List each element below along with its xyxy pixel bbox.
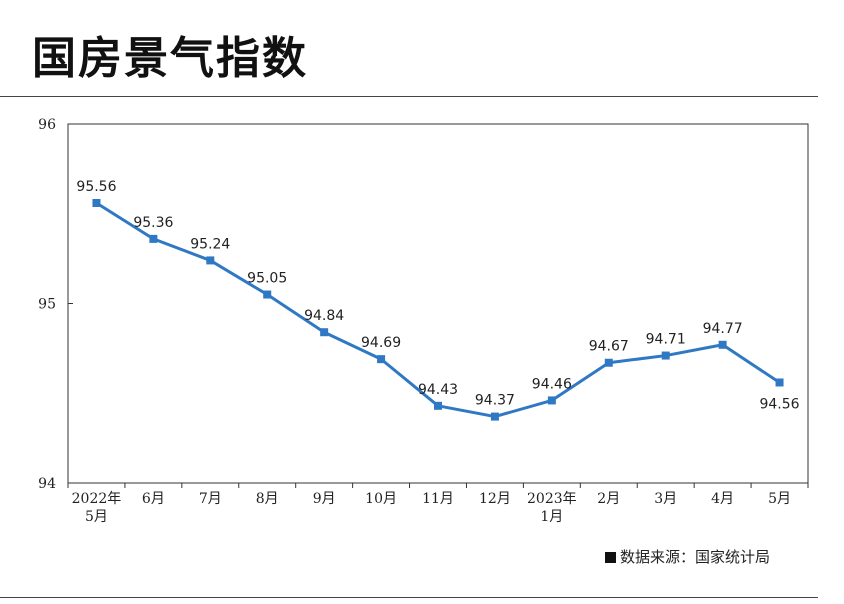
x-tick-label: 8月 xyxy=(256,491,279,507)
x-tick-label: 5月 xyxy=(768,491,791,507)
data-point xyxy=(206,256,215,265)
y-tick-label: 96 xyxy=(38,117,56,133)
data-point xyxy=(718,340,727,349)
x-tick-label: 2月 xyxy=(597,491,620,507)
data-source: 数据来源：国家统计局 xyxy=(605,546,770,567)
x-tick-label: 2022年 5月 xyxy=(72,491,122,525)
data-label: 94.43 xyxy=(418,382,458,398)
data-label: 95.24 xyxy=(190,236,230,252)
data-label: 95.36 xyxy=(133,215,173,231)
data-point xyxy=(434,401,442,410)
data-label: 95.56 xyxy=(76,179,116,195)
x-tick-label: 12月 xyxy=(479,491,511,507)
top-divider xyxy=(0,96,818,97)
data-point xyxy=(661,351,670,360)
data-point xyxy=(320,328,329,337)
y-tick-label: 94 xyxy=(38,476,56,492)
x-tick-label: 10月 xyxy=(365,491,397,507)
x-tick-label: 7月 xyxy=(199,491,222,507)
x-tick-label: 3月 xyxy=(654,491,677,507)
data-label: 94.56 xyxy=(759,396,799,412)
y-tick-label: 95 xyxy=(38,297,56,313)
x-tick-label: 11月 xyxy=(422,491,454,507)
data-point xyxy=(377,355,386,364)
data-label: 94.67 xyxy=(589,339,629,355)
line-chart: 94 95 96 2022年 5月 6月 7月 8月 9月 10月 11月 12月 2023年 1月 2月 3… xyxy=(38,117,809,525)
data-point xyxy=(263,290,272,299)
page-title: 国房景气指数 xyxy=(32,33,308,84)
data-label: 95.05 xyxy=(247,271,287,287)
data-point xyxy=(604,358,613,367)
data-point xyxy=(547,396,556,405)
data-label: 94.46 xyxy=(532,376,572,392)
data-label: 94.84 xyxy=(304,308,344,324)
data-point xyxy=(490,412,499,421)
data-point xyxy=(149,234,158,243)
x-tick-label: 9月 xyxy=(313,491,336,507)
data-source-text: 数据来源：国家统计局 xyxy=(620,548,771,566)
data-point xyxy=(92,198,101,207)
data-point xyxy=(775,378,784,387)
x-tick-label: 4月 xyxy=(711,491,734,507)
data-label: 94.77 xyxy=(703,321,743,337)
plot-frame xyxy=(67,123,809,484)
x-tick-label: 6月 xyxy=(142,491,165,507)
data-label: 94.71 xyxy=(646,332,686,348)
square-bullet-icon xyxy=(605,552,616,563)
data-label: 94.69 xyxy=(361,335,401,351)
bottom-divider xyxy=(0,597,818,598)
x-tick-label: 2023年 1月 xyxy=(527,491,577,525)
data-label: 94.37 xyxy=(475,393,515,409)
